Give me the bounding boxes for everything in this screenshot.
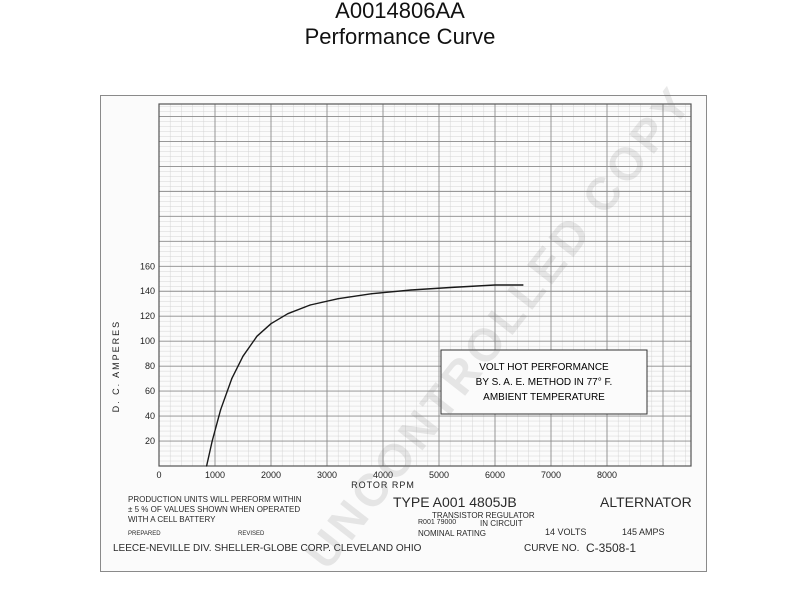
x-tick-label: 0 (156, 470, 161, 480)
y-tick-label: 120 (140, 311, 155, 321)
part-number-title: A0014806AA (335, 0, 465, 23)
production-note-1: PRODUCTION UNITS WILL PERFORM WITHIN (128, 495, 302, 504)
curve-data-point (220, 409, 222, 411)
y-tick-label: 140 (140, 286, 155, 296)
alternator-label: ALTERNATOR (600, 494, 692, 510)
annotation-line-3: AMBIENT TEMPERATURE (483, 392, 605, 403)
curve-data-point (231, 378, 233, 380)
y-axis-label: D. C. AMPERES (111, 320, 121, 413)
chart-sheet: 0 1000 2000 3000 4000 5000 6000 7000 8000 20 40 60 8… (100, 95, 707, 572)
curve-number: C-3508-1 (586, 541, 637, 555)
company-line: LEECE-NEVILLE DIV. SHELLER-GLOBE CORP. C… (113, 543, 422, 554)
in-circuit-label: IN CIRCUIT (480, 519, 523, 528)
volts-rating: 14 VOLTS (545, 527, 587, 537)
alternator-type: TYPE A001 4805JB (393, 494, 517, 510)
y-tick-label: 20 (145, 436, 155, 446)
x-tick-label: 5000 (429, 470, 449, 480)
y-tick-label: 160 (140, 261, 155, 271)
y-tick-label: 40 (145, 411, 155, 421)
curve-data-point (287, 313, 289, 315)
production-note-3: WITH A CELL BATTERY (128, 515, 216, 524)
prepared-label: PREPARED (128, 531, 161, 537)
amps-rating: 145 AMPS (622, 527, 665, 537)
curve-data-point (309, 304, 311, 306)
x-tick-label: 3000 (317, 470, 337, 480)
curve-data-point (371, 293, 373, 295)
y-tick-label: 60 (145, 386, 155, 396)
curve-data-point (242, 355, 244, 357)
x-axis-label: ROTOR RPM (351, 480, 415, 490)
nominal-rating-label: NOMINAL RATING (418, 529, 487, 538)
curve-data-point (270, 323, 272, 325)
annotation-line-2: BY S. A. E. METHOD IN 77° F. (476, 377, 613, 388)
y-tick-label: 100 (140, 336, 155, 346)
curve-data-point (337, 298, 339, 300)
y-tick-label: 80 (145, 361, 155, 371)
x-tick-label: 4000 (373, 470, 393, 480)
x-tick-label: 7000 (541, 470, 561, 480)
curve-data-point (449, 286, 451, 289)
x-tick-label: 2000 (261, 470, 281, 480)
curve-data-point (256, 335, 258, 337)
curve-no-label: CURVE NO. (524, 543, 580, 554)
regulator-part: R001 79000 (418, 519, 457, 526)
x-tick-label: 1000 (205, 470, 225, 480)
x-tick-label: 6000 (485, 470, 505, 480)
production-note-2: ± 5 % OF VALUES SHOWN WHEN OPERATED (128, 505, 301, 514)
performance-curve-subtitle: Performance Curve (304, 24, 496, 49)
curve-data-point (522, 284, 524, 286)
annotation-line-1: VOLT HOT PERFORMANCE (479, 362, 609, 373)
regulator-label: TRANSISTOR REGULATOR (432, 511, 535, 520)
annotation-box (440, 349, 648, 415)
x-tick-label: 8000 (597, 470, 617, 480)
curve-data-point (410, 289, 412, 291)
curve-data-point (206, 465, 208, 467)
curve-data-point (494, 284, 496, 286)
curve-data-point (211, 440, 213, 442)
performance-chart: 0 1000 2000 3000 4000 5000 6000 7000 8000 20 40 60 8… (111, 103, 692, 490)
plot-frame (158, 103, 692, 467)
revised-label: REVISED (238, 531, 265, 537)
